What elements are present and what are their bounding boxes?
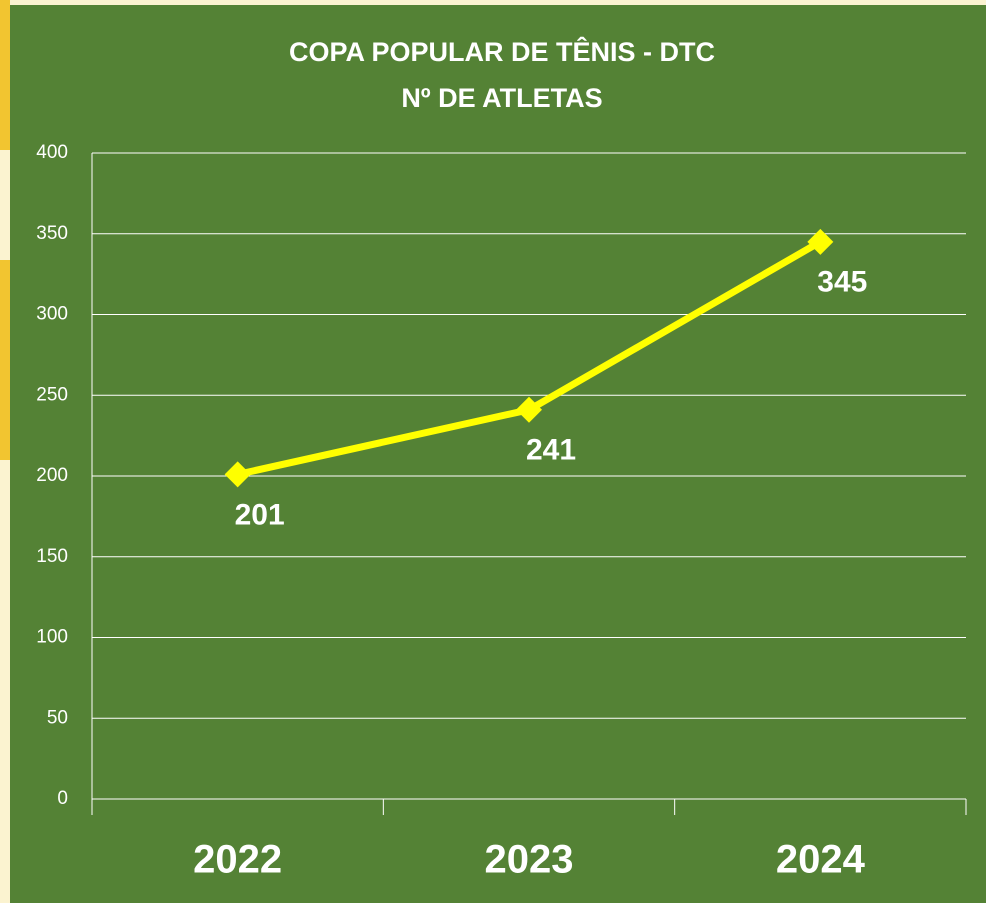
y-tick-label: 0 [57, 788, 68, 809]
data-label: 201 [235, 498, 285, 531]
y-tick-label: 50 [47, 707, 68, 728]
x-tick-label: 2023 [485, 838, 574, 882]
side-decoration [0, 260, 10, 460]
y-tick-label: 300 [36, 304, 68, 325]
chart-title: Nº DE ATLETAS [401, 83, 602, 113]
data-label: 241 [526, 434, 576, 467]
data-point [807, 228, 834, 255]
data-label: 345 [817, 266, 867, 299]
y-tick-label: 200 [36, 465, 68, 486]
chart-title: COPA POPULAR DE TÊNIS - DTC [289, 36, 715, 67]
chart-background [10, 5, 986, 903]
data-point [516, 396, 542, 423]
x-tick-label: 2022 [193, 838, 282, 882]
y-tick-label: 350 [36, 223, 68, 244]
side-decoration [0, 0, 10, 150]
y-tick-label: 100 [36, 627, 68, 648]
x-tick-label: 2024 [776, 838, 866, 882]
y-tick-label: 250 [36, 384, 68, 405]
data-point [224, 461, 251, 488]
y-tick-label: 150 [36, 546, 68, 567]
y-tick-label: 400 [36, 142, 68, 163]
